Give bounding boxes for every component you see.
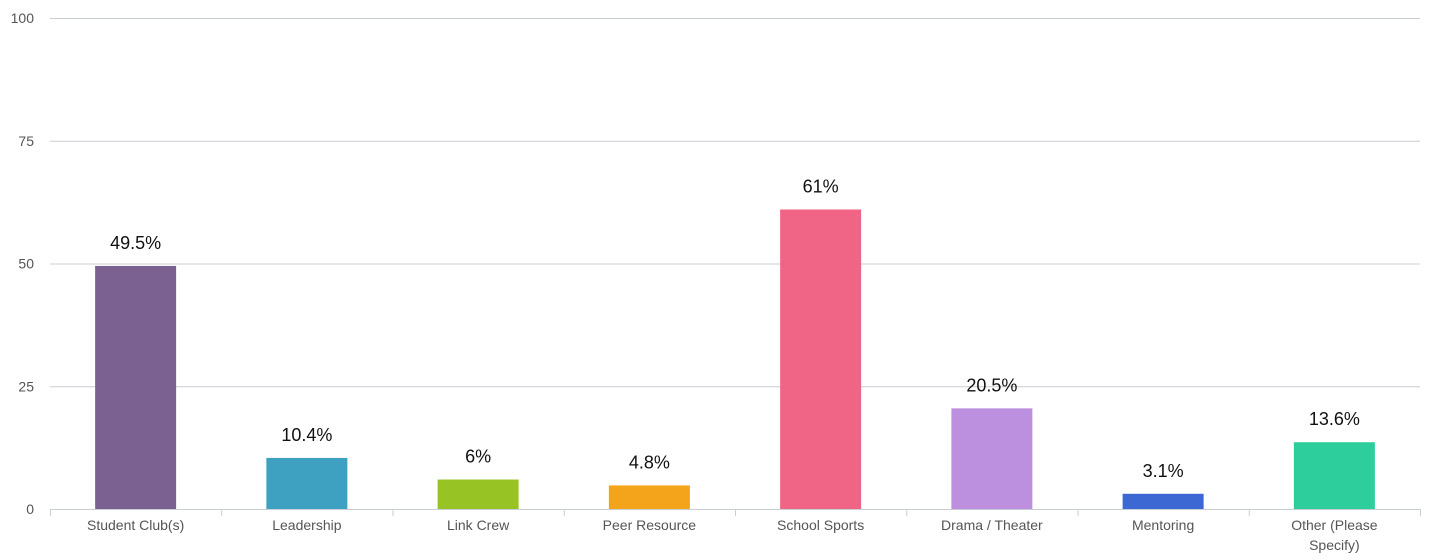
bar-data-label: 20.5%	[966, 375, 1017, 395]
bar	[1293, 442, 1375, 509]
bar	[437, 479, 519, 509]
gridlines	[50, 18, 1420, 388]
bar-data-label: 49.5%	[110, 233, 161, 253]
y-tick-label: 100	[11, 10, 35, 26]
x-category-label: Student Club(s)	[87, 517, 184, 533]
bar-data-label: 61%	[803, 176, 839, 196]
data-labels: 49.5% 10.4% 6% 4.8% 61% 20.5% 3.1% 13.6%	[110, 176, 1360, 480]
y-tick-label: 25	[18, 378, 34, 394]
y-tick-label: 50	[18, 256, 34, 272]
bar-data-label: 6%	[465, 447, 491, 467]
bar	[266, 457, 348, 509]
bar	[608, 485, 690, 509]
bar-data-label: 13.6%	[1309, 409, 1360, 429]
bar-data-label: 4.8%	[629, 452, 670, 472]
x-category-label: Leadership	[272, 517, 341, 533]
x-axis: Student Club(s) Leadership Link Crew Peer R…	[50, 509, 1421, 553]
bar	[95, 265, 177, 509]
bar-data-label: 10.4%	[281, 425, 332, 445]
y-tick-label: 75	[18, 133, 34, 149]
y-tick-label: 0	[26, 501, 34, 517]
x-category-label: Link Crew	[447, 517, 510, 533]
x-category-label: Other (Please Specify)	[1291, 517, 1378, 553]
x-category-label: Drama / Theater	[941, 517, 1043, 533]
x-category-label: School Sports	[777, 517, 864, 533]
bar	[951, 408, 1033, 509]
bar-data-label: 3.1%	[1143, 461, 1184, 481]
bars	[95, 209, 1375, 510]
bar	[780, 209, 862, 510]
x-category-label: Mentoring	[1132, 517, 1194, 533]
y-axis-ticks: 0 25 50 75 100	[11, 10, 35, 517]
x-category-label: Peer Resource	[603, 517, 697, 533]
bar	[1122, 493, 1204, 509]
